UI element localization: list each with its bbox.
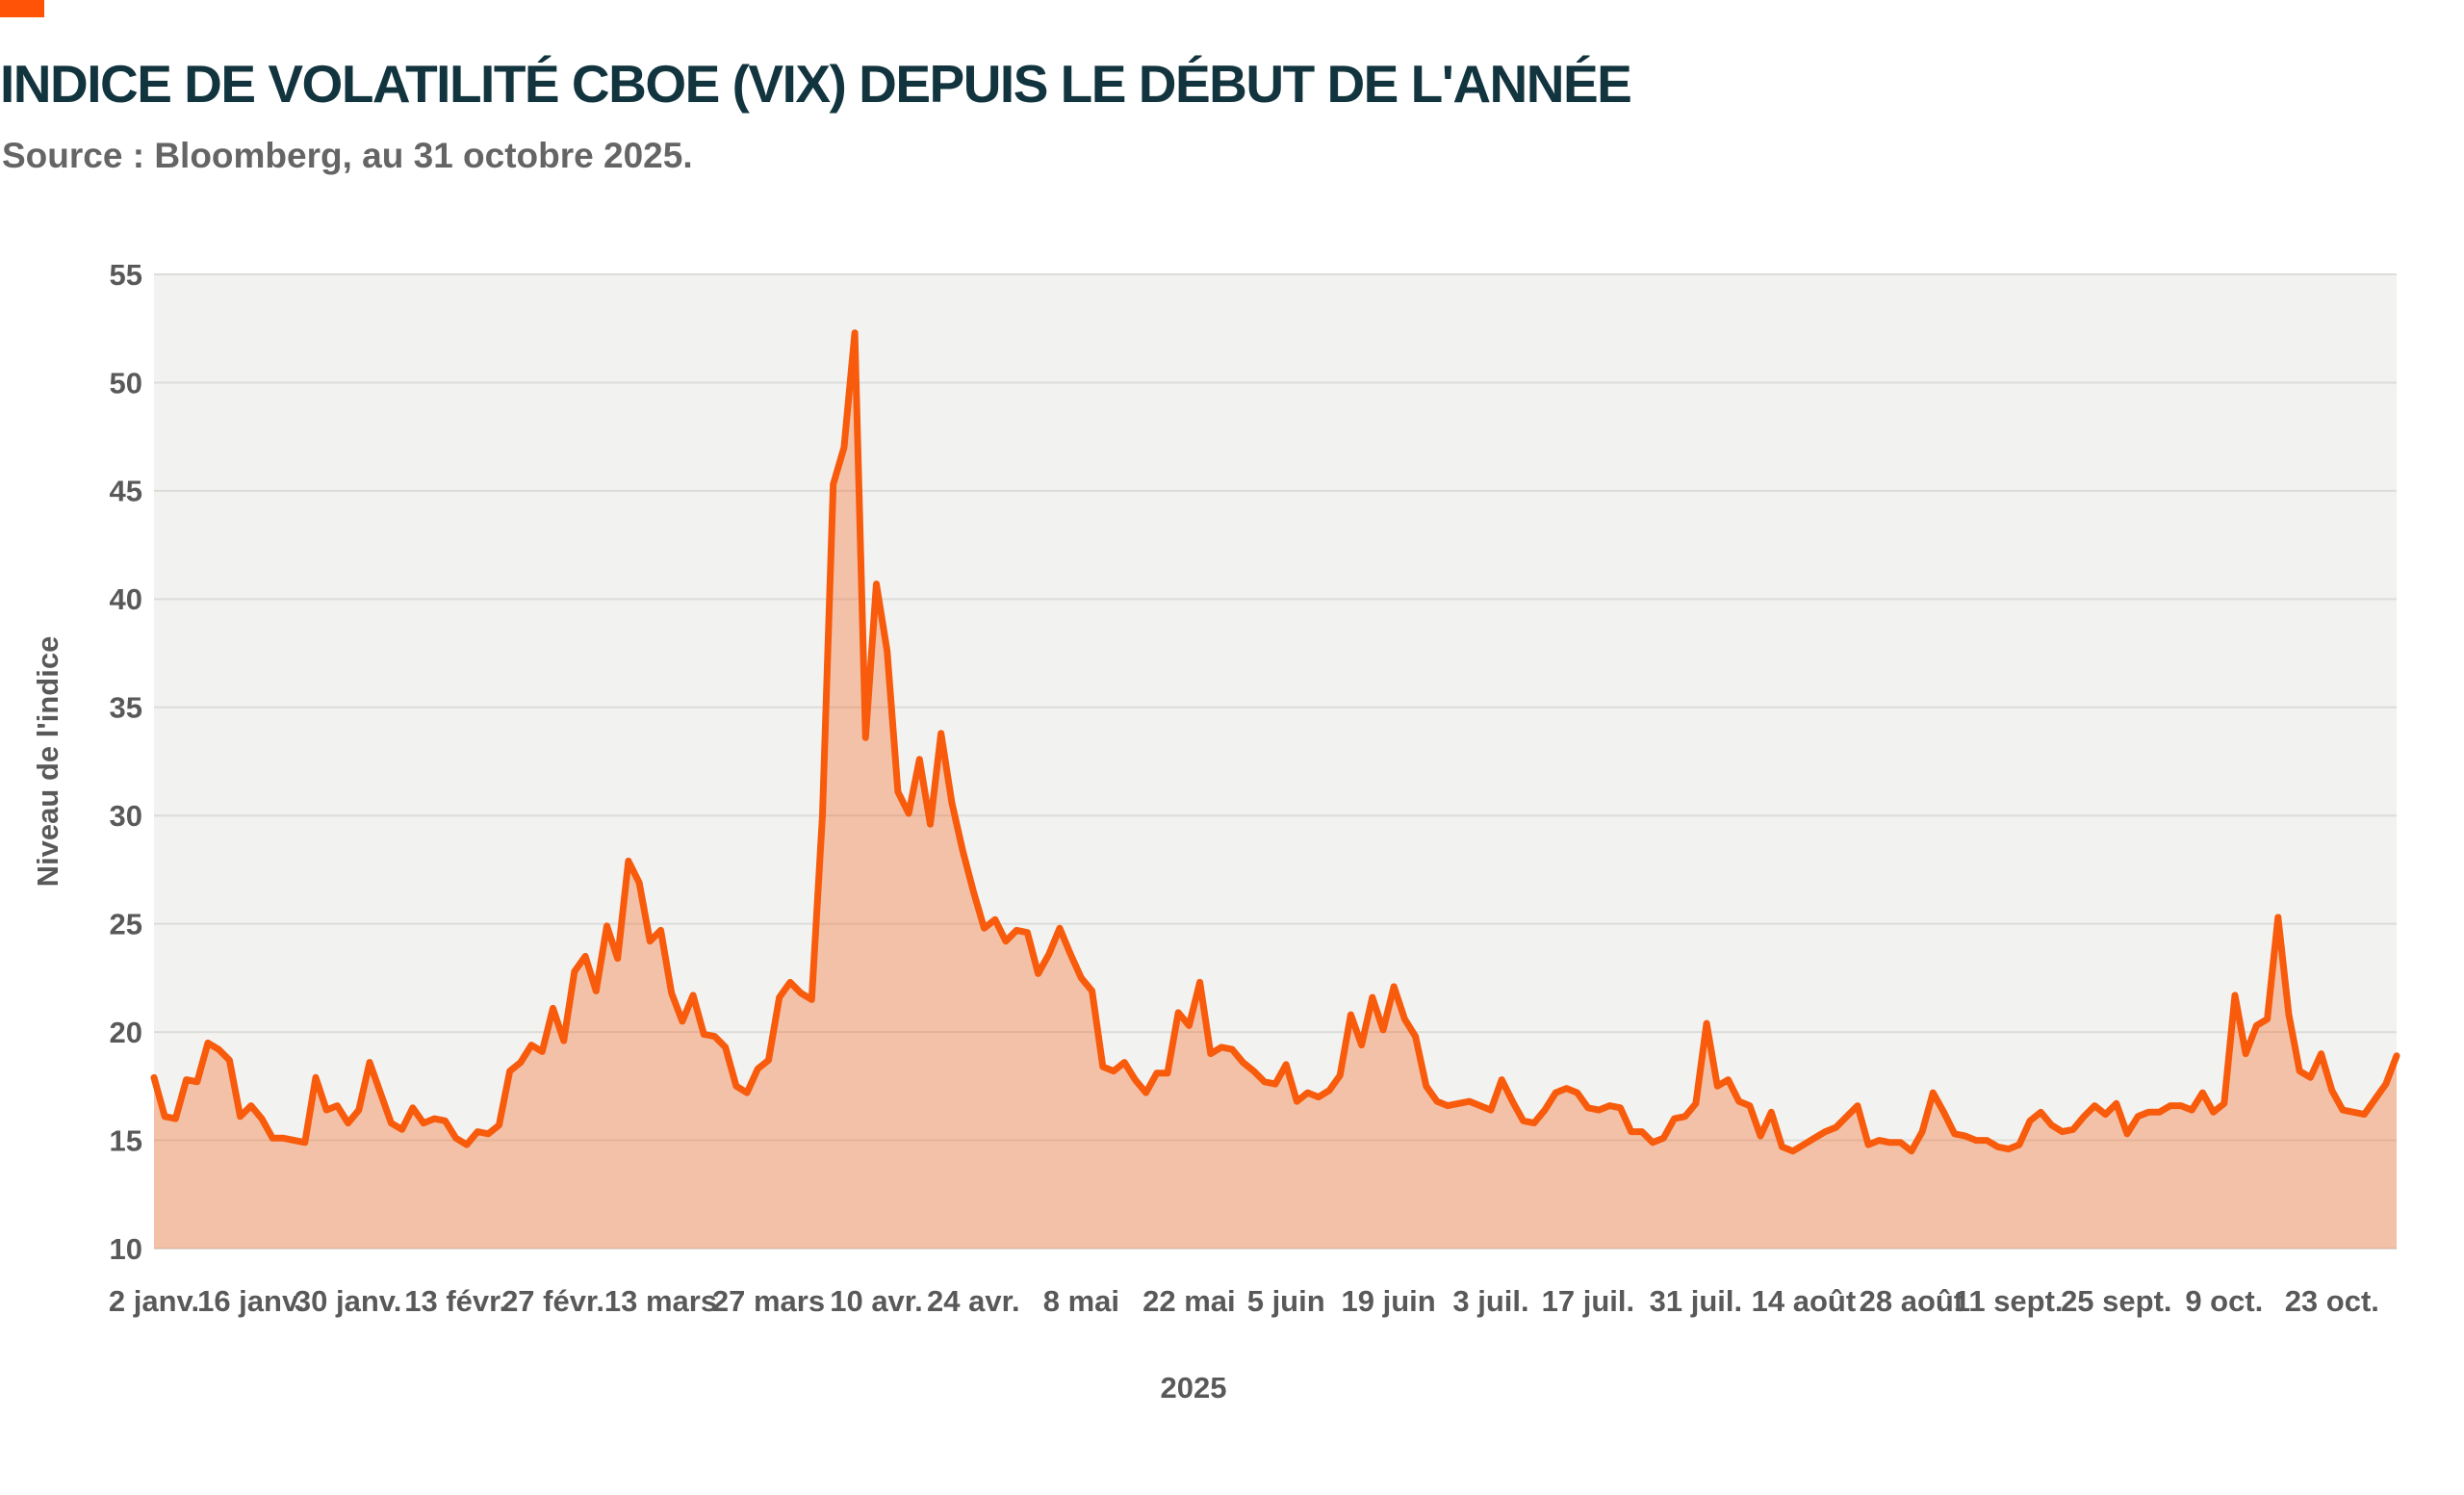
x-tick-label-22-mai: 22 mai: [1142, 1284, 1236, 1318]
x-tick-label-13-f-vr-: 13 févr.: [404, 1284, 507, 1318]
x-tick-label-13-mars: 13 mars: [604, 1284, 717, 1318]
y-tick-label-20: 20: [110, 1016, 142, 1049]
x-tick-label-17-juil-: 17 juil.: [1542, 1284, 1634, 1318]
chart-source-caption: Source : Bloomberg, au 31 octobre 2025.: [2, 136, 693, 175]
x-tick-label-19-juin: 19 juin: [1341, 1284, 1435, 1318]
x-tick-label-5-juin: 5 juin: [1247, 1284, 1325, 1318]
y-tick-label-40: 40: [110, 582, 142, 616]
x-tick-label-25-sept-: 25 sept.: [2061, 1284, 2171, 1318]
x-tick-label-28-ao-t: 28 août: [1860, 1284, 1964, 1318]
brand-logo-block: [0, 0, 44, 17]
x-tick-label-24-avr-: 24 avr.: [927, 1284, 1020, 1318]
y-tick-label-50: 50: [110, 366, 142, 400]
x-tick-label-3-juil-: 3 juil.: [1452, 1284, 1528, 1318]
y-tick-label-10: 10: [110, 1232, 142, 1266]
y-tick-label-35: 35: [110, 691, 142, 725]
x-tick-label-30-janv-: 30 janv.: [295, 1284, 401, 1318]
x-tick-label-8-mai: 8 mai: [1043, 1284, 1119, 1318]
y-tick-label-45: 45: [110, 475, 142, 508]
series-line: [150, 329, 2400, 1155]
x-tick-label-14-ao-t: 14 août: [1752, 1284, 1857, 1318]
x-tick-label-11-sept-: 11 sept.: [1954, 1284, 2064, 1318]
y-tick-label-55: 55: [110, 258, 142, 292]
x-tick-label-27-mars: 27 mars: [712, 1284, 825, 1318]
x-tick-label-9-oct-: 9 oct.: [2185, 1284, 2263, 1318]
series-area-fill: [154, 332, 2397, 1249]
y-tick-label-25: 25: [110, 908, 142, 941]
y-axis-title: Niveau de l'indice: [31, 636, 64, 888]
x-tick-label-16-janv-: 16 janv.: [197, 1284, 304, 1318]
x-tick-label-23-oct-: 23 oct.: [2285, 1284, 2379, 1318]
x-tick-label-2-janv-: 2 janv.: [109, 1284, 199, 1318]
x-tick-label-31-juil-: 31 juil.: [1650, 1284, 1742, 1318]
chart-title: INDICE DE VOLATILITÉ CBOE (VIX) DEPUIS L…: [0, 54, 1632, 114]
y-tick-label-15: 15: [110, 1123, 142, 1157]
x-tick-label-10-avr-: 10 avr.: [830, 1284, 923, 1318]
x-tick-label-27-f-vr-: 27 févr.: [501, 1284, 604, 1318]
y-tick-label-30: 30: [110, 799, 142, 833]
x-axis-title: 2025: [1161, 1371, 1227, 1405]
